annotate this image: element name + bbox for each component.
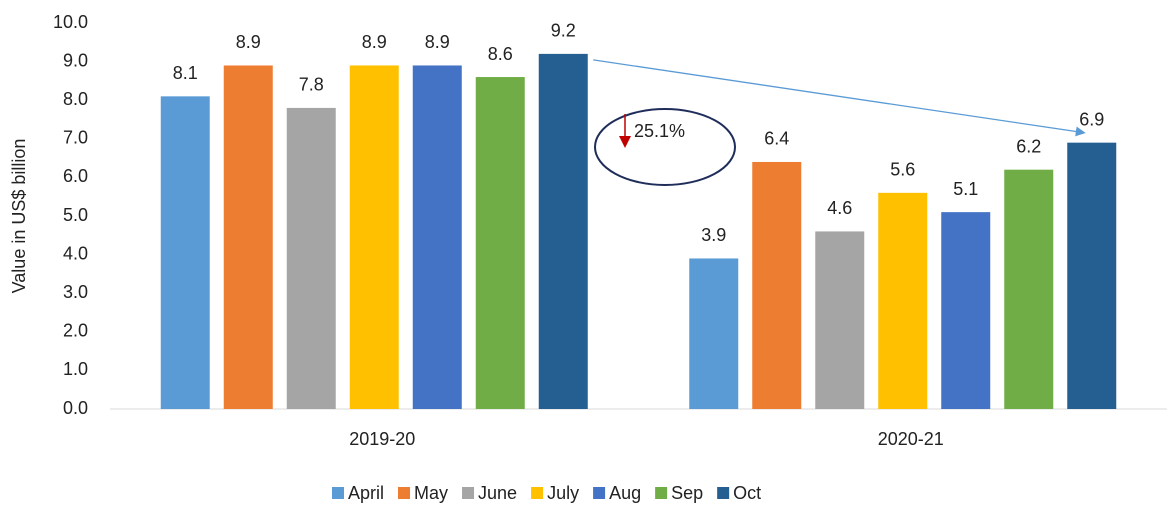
y-tick-label: 10.0 <box>53 12 88 32</box>
bar <box>412 65 462 410</box>
bar <box>286 107 336 410</box>
data-label: 8.6 <box>488 44 513 64</box>
legend-label: May <box>414 483 448 503</box>
legend-swatch <box>717 487 730 499</box>
y-tick-label: 3.0 <box>63 282 88 302</box>
data-label: 3.9 <box>701 225 726 245</box>
bar <box>689 258 739 409</box>
x-tick-label: 2020-21 <box>878 429 944 449</box>
annotation: 25.1% <box>634 121 685 141</box>
y-axis-label: Value in US$ billion <box>9 139 29 294</box>
x-tick-label: 2019-20 <box>349 429 415 449</box>
bar <box>941 212 991 409</box>
legend-label: Oct <box>733 483 761 503</box>
bar <box>815 231 865 409</box>
bar <box>223 65 273 410</box>
annotation-ellipse <box>594 108 736 186</box>
data-label: 6.4 <box>764 129 789 149</box>
legend-label: Aug <box>609 483 641 503</box>
legend-swatch <box>655 487 668 499</box>
bar <box>349 65 399 410</box>
data-label: 8.1 <box>173 63 198 83</box>
y-tick-label: 6.0 <box>63 166 88 186</box>
bar <box>1067 142 1117 409</box>
data-label: 8.9 <box>425 32 450 52</box>
bar <box>752 161 802 409</box>
y-tick-label: 1.0 <box>63 359 88 379</box>
y-tick-label: 8.0 <box>63 89 88 109</box>
legend-swatch <box>593 487 606 499</box>
bar <box>475 77 525 409</box>
data-label: 5.6 <box>890 160 915 180</box>
bar <box>878 192 928 409</box>
y-tick-label: 0.0 <box>63 398 88 418</box>
bar <box>160 96 210 409</box>
data-label: 6.2 <box>1016 136 1041 156</box>
y-tick-label: 7.0 <box>63 128 88 148</box>
bar <box>538 53 588 409</box>
y-tick-label: 4.0 <box>63 243 88 263</box>
y-tick-label: 2.0 <box>63 321 88 341</box>
data-label: 4.6 <box>827 198 852 218</box>
data-label: 5.1 <box>953 179 978 199</box>
data-label: 6.9 <box>1079 109 1104 129</box>
legend-swatch <box>462 487 475 499</box>
data-label: 8.9 <box>236 32 261 52</box>
legend-label: July <box>547 483 579 503</box>
data-label: 9.2 <box>551 21 576 41</box>
legend-label: Sep <box>671 483 703 503</box>
data-label: 7.8 <box>299 75 324 95</box>
y-tick-label: 9.0 <box>63 50 88 70</box>
legend-swatch <box>531 487 544 499</box>
legend-swatch <box>398 487 411 499</box>
legend-label: April <box>348 483 384 503</box>
data-label: 8.9 <box>362 32 387 52</box>
bar <box>1004 169 1054 409</box>
legend-label: June <box>478 483 517 503</box>
trend-arrow <box>593 59 1086 137</box>
y-tick-label: 5.0 <box>63 205 88 225</box>
legend-swatch <box>332 487 344 499</box>
